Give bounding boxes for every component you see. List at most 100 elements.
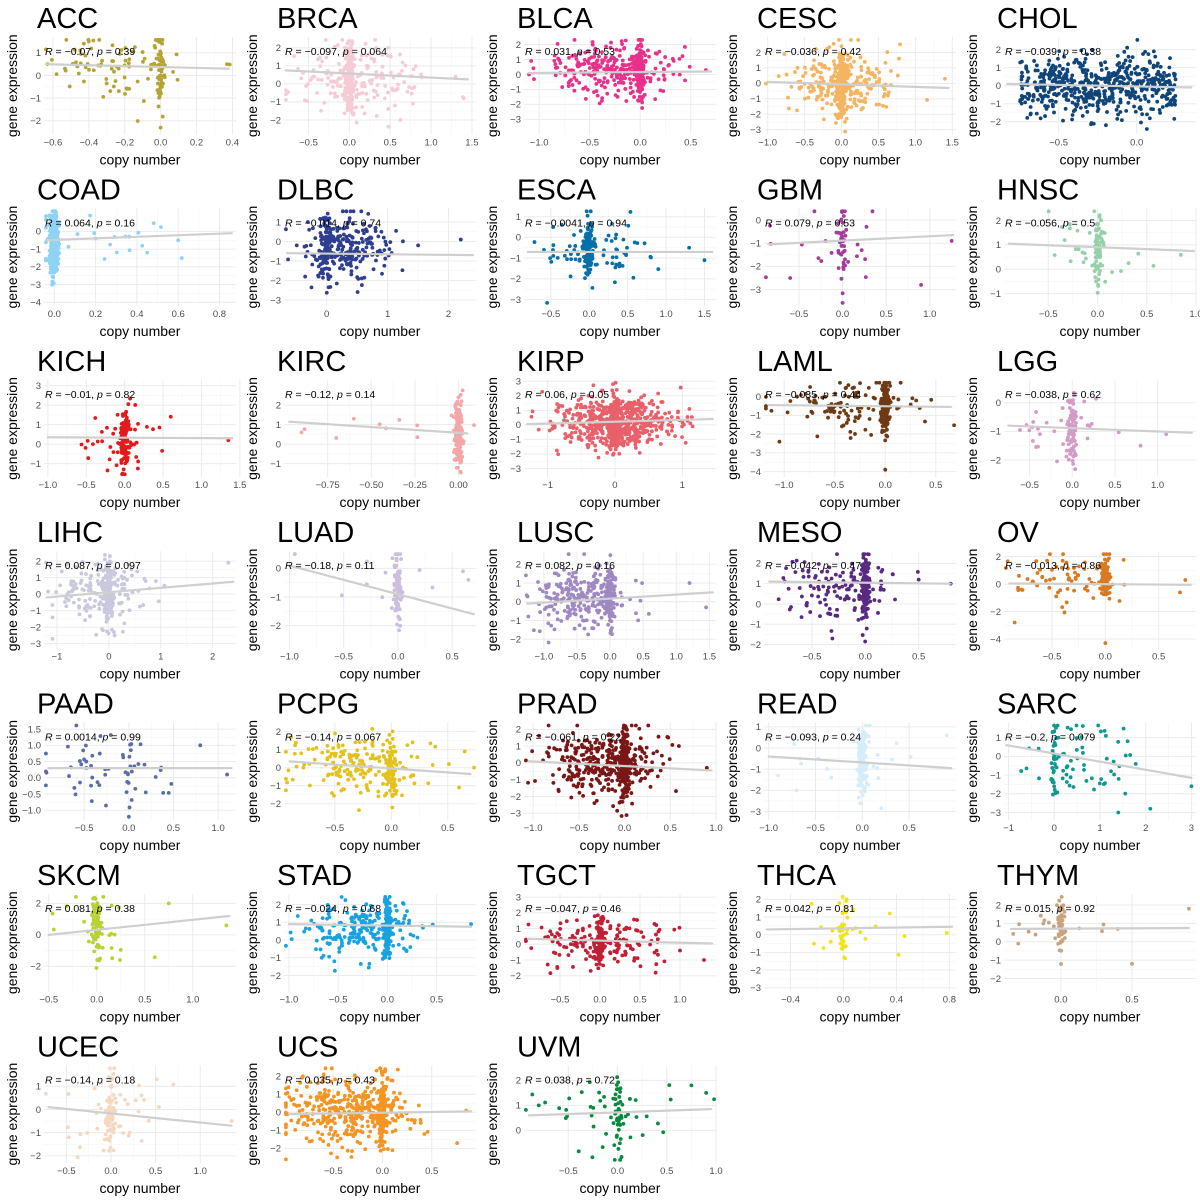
data-point	[551, 243, 556, 248]
x-tick-label: 0.0	[154, 137, 167, 148]
x-tick-label: 1	[680, 480, 685, 491]
data-point	[50, 603, 55, 607]
x-axis-label: copy number	[820, 151, 901, 167]
y-tick-label: −2	[990, 117, 1001, 128]
x-axis-label: copy number	[1060, 323, 1141, 339]
data-point	[112, 633, 117, 638]
data-point	[843, 63, 847, 67]
data-point	[83, 65, 88, 70]
data-point	[54, 72, 59, 77]
data-point	[838, 58, 843, 63]
data-point	[360, 91, 365, 95]
x-tick-label: −0.4	[79, 137, 98, 148]
data-point	[867, 77, 871, 82]
data-point	[1114, 107, 1119, 112]
x-tick-label: −0.5	[790, 309, 809, 320]
data-point	[616, 441, 621, 446]
data-point	[176, 238, 181, 243]
data-point	[1036, 444, 1040, 449]
data-point	[157, 425, 162, 430]
data-point	[320, 59, 325, 64]
data-point	[570, 416, 575, 421]
x-tick-label: −0.5	[1020, 480, 1039, 491]
data-point	[1125, 45, 1130, 50]
data-point	[92, 604, 97, 609]
data-point	[389, 70, 393, 75]
data-point	[344, 65, 348, 70]
data-point	[628, 209, 633, 214]
data-point	[284, 92, 288, 97]
data-point	[639, 44, 644, 49]
data-point	[555, 402, 560, 406]
data-point	[1028, 112, 1033, 117]
data-point	[1046, 62, 1051, 67]
data-point	[855, 79, 859, 83]
data-point	[135, 79, 140, 84]
data-point	[618, 48, 622, 53]
data-point	[97, 38, 102, 42]
data-point	[117, 592, 122, 597]
data-point	[788, 276, 793, 280]
data-point	[586, 268, 591, 273]
data-point	[919, 283, 923, 287]
data-point	[379, 229, 384, 234]
data-point	[667, 62, 671, 67]
x-axis-label: copy number	[100, 494, 181, 510]
data-point	[619, 80, 624, 85]
correlation-annotation: R = 0.079, p = 0.53	[765, 217, 855, 229]
data-point	[673, 434, 677, 439]
regression-line	[766, 80, 950, 90]
data-point	[1128, 95, 1132, 100]
data-point	[382, 96, 387, 101]
data-point	[1135, 38, 1140, 42]
data-point	[55, 229, 60, 234]
data-point	[1069, 76, 1074, 81]
y-tick-label: −2	[990, 455, 1001, 466]
data-point	[1042, 87, 1047, 92]
data-point	[405, 89, 410, 94]
data-point	[117, 52, 122, 56]
correlation-annotation: R = −0.12, p = 0.14	[285, 389, 375, 401]
x-tick-label: 0.0	[1091, 309, 1104, 320]
data-point	[1034, 63, 1039, 68]
data-point	[1057, 63, 1062, 68]
data-point	[1070, 100, 1075, 105]
data-point	[839, 100, 844, 105]
data-point	[386, 90, 390, 95]
data-point	[48, 266, 53, 271]
data-point	[1064, 92, 1069, 97]
data-point	[606, 233, 611, 238]
data-point	[1105, 98, 1110, 103]
data-point	[1105, 110, 1109, 114]
data-point	[110, 43, 115, 48]
data-point	[595, 93, 600, 98]
data-point	[136, 421, 140, 426]
data-point	[1028, 105, 1033, 109]
data-point	[225, 62, 229, 67]
data-point	[365, 98, 370, 102]
data-point	[1111, 99, 1116, 104]
data-point	[808, 89, 813, 94]
data-point	[1071, 414, 1076, 418]
data-point	[1025, 79, 1030, 83]
data-point	[1136, 251, 1141, 256]
x-axis-label: copy number	[580, 323, 661, 339]
x-tick-label: −0.5	[795, 137, 814, 148]
data-point	[1039, 85, 1043, 90]
data-point	[58, 583, 63, 588]
data-point	[823, 409, 827, 414]
data-point	[639, 425, 644, 430]
data-point	[383, 239, 388, 244]
data-point	[618, 76, 623, 81]
data-point	[345, 108, 350, 113]
x-tick-label: 0.5	[880, 309, 893, 320]
data-point	[1160, 77, 1165, 82]
data-point	[372, 58, 377, 63]
data-point	[1032, 59, 1037, 63]
data-point	[313, 236, 318, 240]
data-point	[587, 433, 592, 438]
x-tick-label: −0.5	[1049, 137, 1068, 148]
data-point	[764, 406, 768, 411]
data-point	[786, 95, 790, 100]
data-point	[1124, 70, 1129, 75]
